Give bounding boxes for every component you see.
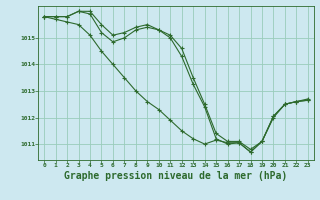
X-axis label: Graphe pression niveau de la mer (hPa): Graphe pression niveau de la mer (hPa) bbox=[64, 171, 288, 181]
